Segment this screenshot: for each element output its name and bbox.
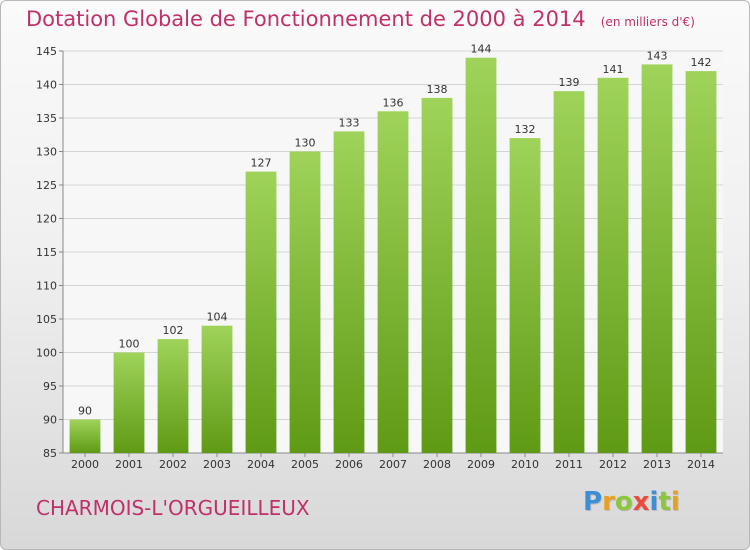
axes: 85 90 95 100 105 110 115 120 125 130 135 140 145 2000…: [36, 45, 723, 471]
x-tick-label: 2000: [71, 458, 99, 471]
data-label: 136: [383, 96, 404, 109]
bar-2002: [157, 339, 189, 453]
commune-name: CHARMOIS-L'ORGUEILLEUX: [36, 496, 310, 520]
data-label: 143: [647, 49, 668, 62]
y-tick-label: 145: [36, 45, 57, 58]
logo-letter: t: [658, 487, 671, 517]
y-tick-label: 90: [43, 414, 57, 427]
logo-letter: o: [614, 487, 633, 517]
bar-2013: [641, 64, 673, 454]
bar-2006: [333, 131, 365, 453]
title-block: Dotation Globale de Fonctionnement de 20…: [26, 7, 695, 31]
bar-2000: [69, 419, 101, 453]
data-label: 102: [163, 324, 184, 337]
logo-letter: i: [670, 487, 680, 517]
data-label: 144: [471, 43, 492, 56]
y-tick-label: 110: [36, 280, 57, 293]
x-tick-label: 2014: [687, 458, 715, 471]
y-tick-label: 100: [36, 347, 57, 360]
x-tick-label: 2007: [379, 458, 407, 471]
bars: [69, 57, 717, 454]
bar-2007: [377, 111, 409, 454]
x-tick-label: 2008: [423, 458, 451, 471]
x-tick-label: 2002: [159, 458, 187, 471]
y-tick-label: 85: [43, 447, 57, 460]
data-label: 138: [427, 83, 448, 96]
data-label: 90: [78, 405, 92, 418]
x-tick-label: 2011: [555, 458, 583, 471]
y-tick-label: 120: [36, 213, 57, 226]
data-labels: 90 100 102 104 127 130 133 136 138 144 132 139 141 14…: [78, 43, 712, 418]
y-tick-label: 130: [36, 146, 57, 159]
logo-letter: x: [632, 487, 650, 517]
bar-2005: [289, 151, 321, 453]
x-tick-label: 2010: [511, 458, 539, 471]
data-label: 127: [251, 157, 272, 170]
y-tick-label: 125: [36, 179, 57, 192]
data-label: 104: [207, 311, 228, 324]
data-label: 142: [691, 56, 712, 69]
bar-2014: [685, 71, 717, 453]
bar-2001: [113, 352, 145, 453]
bar-2010: [509, 138, 541, 453]
bar-2009: [465, 57, 497, 453]
x-tick-label: 2005: [291, 458, 319, 471]
data-label: 139: [559, 76, 580, 89]
data-label: 141: [603, 63, 624, 76]
chart-subtitle: (en milliers d'€): [600, 15, 695, 29]
x-tick-label: 2001: [115, 458, 143, 471]
bar-2003: [201, 325, 233, 453]
bar-2004: [245, 171, 277, 453]
y-tick-label: 140: [36, 79, 57, 92]
logo-letter: i: [649, 487, 659, 517]
y-tick-label: 135: [36, 112, 57, 125]
x-tick-label: 2004: [247, 458, 275, 471]
data-label: 130: [295, 137, 316, 150]
y-tick-label: 105: [36, 313, 57, 326]
bar-2012: [597, 77, 629, 454]
data-label: 132: [515, 123, 536, 136]
x-tick-label: 2009: [467, 458, 495, 471]
logo-letter: r: [602, 487, 615, 517]
x-tick-label: 2013: [643, 458, 671, 471]
chart-title: Dotation Globale de Fonctionnement de 20…: [26, 7, 586, 31]
y-tick-label: 95: [43, 380, 57, 393]
bar-2011: [553, 91, 585, 453]
x-tick-label: 2003: [203, 458, 231, 471]
data-label: 133: [339, 116, 360, 129]
logo-letter: P: [583, 487, 603, 517]
y-tick-label: 115: [36, 246, 57, 259]
bar-2008: [421, 97, 453, 454]
x-tick-label: 2012: [599, 458, 627, 471]
x-tick-label: 2006: [335, 458, 363, 471]
proxiti-logo[interactable]: Proxiti: [583, 487, 680, 517]
data-label: 100: [119, 338, 140, 351]
